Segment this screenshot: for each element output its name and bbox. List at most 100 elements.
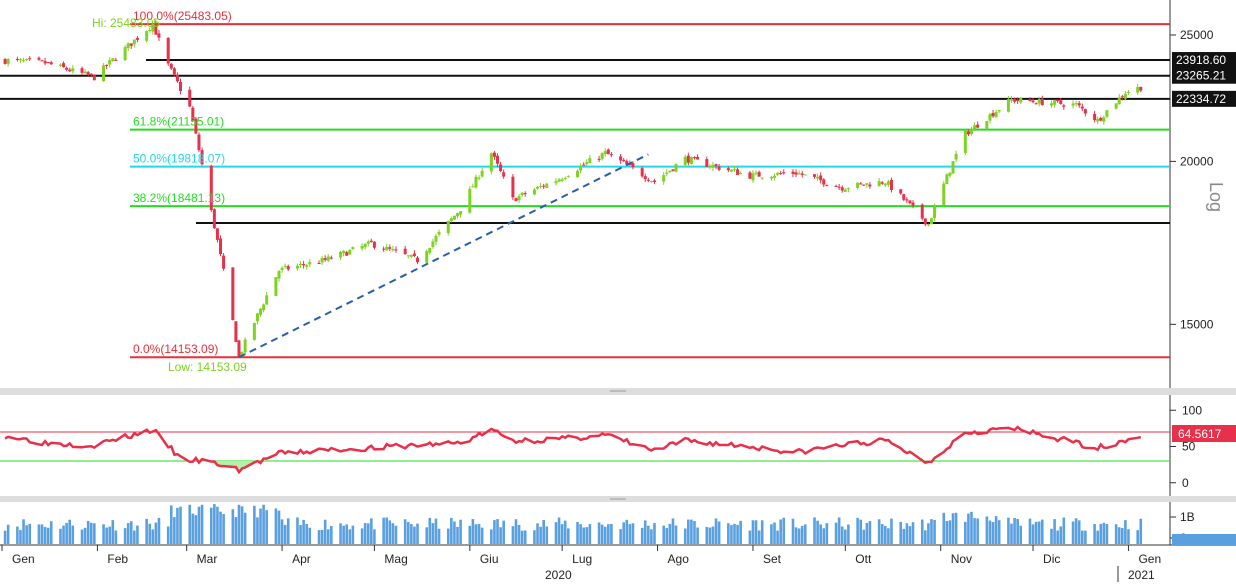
volume-bar	[296, 517, 299, 544]
fib-label: 38.2%(18481.13)	[133, 191, 225, 205]
candle-body	[803, 174, 807, 176]
candle-body	[668, 170, 672, 173]
volume-bar	[643, 520, 647, 544]
volume-bar	[683, 528, 687, 544]
candle-body	[305, 265, 309, 267]
price-panel: 100.0%(25483.05) 61.8%(21155.01) 50.0%(198…	[0, 9, 1236, 374]
candle-body	[1136, 86, 1140, 93]
volume-bar	[216, 506, 219, 544]
volume-bar	[1084, 530, 1087, 544]
volume-bar	[3, 530, 7, 544]
volume-bar	[191, 513, 195, 544]
candle-body	[252, 322, 256, 340]
volume-bar	[985, 516, 989, 544]
volume-bar	[773, 522, 776, 544]
volume-bar	[437, 528, 441, 544]
candle-body	[511, 176, 515, 198]
candle-body	[520, 192, 524, 196]
candle-body	[671, 169, 675, 171]
volume-bar	[757, 530, 761, 544]
volume-bar	[213, 504, 216, 544]
x-axis: Gen Feb Mar Apr Mag Giu Lug Ago Set Ott Nov Dic Gen 2…	[1, 545, 1161, 582]
volume-bar	[416, 523, 419, 544]
volume-bar	[222, 514, 225, 544]
price-box	[1172, 67, 1236, 84]
volume-bar	[576, 522, 579, 544]
volume-bar	[1034, 521, 1038, 544]
volume-bar	[911, 522, 915, 544]
x-year-label: 2020	[545, 568, 572, 582]
volume-bar	[520, 530, 524, 544]
volume-bar	[523, 530, 527, 544]
candle-body	[477, 177, 481, 179]
candle-body	[71, 68, 75, 72]
candle-body	[665, 172, 669, 174]
rsi-tick-label: 100	[1182, 403, 1202, 417]
candle-body	[105, 64, 109, 67]
volume-bar	[219, 511, 222, 544]
log-scale-label[interactable]: Log	[1206, 182, 1226, 212]
candle-body	[631, 163, 635, 168]
candle-body	[58, 64, 62, 66]
volume-bar	[536, 523, 539, 544]
candle-body	[865, 183, 869, 185]
candle-body	[800, 173, 804, 175]
candle-body	[908, 200, 912, 204]
candle-body	[351, 247, 355, 250]
volume-bar	[253, 505, 256, 544]
volume-bar	[373, 529, 376, 544]
volume-bar	[428, 517, 432, 544]
candle-body	[372, 241, 376, 248]
candle-body	[819, 175, 823, 181]
volume-bar	[370, 518, 373, 544]
volume-bar	[394, 525, 398, 544]
volume-bar	[105, 527, 108, 544]
x-month-label: Feb	[107, 552, 128, 566]
volume-bar	[93, 523, 96, 544]
x-month-label: Lug	[572, 552, 592, 566]
candle-body	[240, 352, 244, 356]
volume-bar	[803, 524, 807, 544]
trendline	[238, 153, 649, 359]
candle-body	[25, 58, 29, 60]
volume-bar	[1096, 530, 1099, 544]
volume-bar	[970, 511, 973, 544]
candle-body	[988, 114, 992, 121]
candle-body	[1077, 103, 1081, 106]
candle-body	[111, 58, 115, 62]
volume-bar	[342, 525, 345, 544]
candle-body	[880, 182, 884, 184]
candle-body	[625, 160, 629, 165]
volume-bar	[560, 524, 564, 544]
candle-body	[320, 257, 324, 263]
volume-bar	[22, 519, 25, 544]
candle-body	[840, 187, 844, 191]
volume-bar	[339, 523, 342, 544]
candle-body	[662, 175, 666, 182]
volume-bar	[308, 527, 312, 544]
volume-bar	[924, 530, 927, 544]
volume-bar	[567, 528, 570, 544]
candle-body	[1080, 106, 1084, 109]
candle-body	[431, 241, 435, 247]
x-month-label: Ott	[855, 552, 872, 566]
price-box	[1172, 52, 1236, 69]
volume-bar	[964, 521, 967, 544]
volume-bar	[1007, 517, 1010, 544]
candle-body	[542, 185, 546, 187]
candle-body	[1099, 118, 1103, 121]
volume-bar	[493, 520, 496, 544]
rsi-last-value: 64.5617	[1172, 425, 1236, 442]
candle-body	[43, 61, 47, 64]
volume-bar	[545, 526, 549, 544]
price-box-text: 23918.60	[1176, 53, 1226, 67]
candle-body	[237, 340, 241, 357]
volume-bar	[822, 528, 826, 544]
candle-body	[222, 255, 226, 269]
volume-bar	[514, 519, 518, 544]
candle-body	[926, 224, 930, 226]
volume-bar	[410, 524, 413, 544]
volume-bar	[1059, 526, 1063, 544]
volume-bar	[453, 521, 456, 544]
candle-body	[776, 172, 780, 175]
